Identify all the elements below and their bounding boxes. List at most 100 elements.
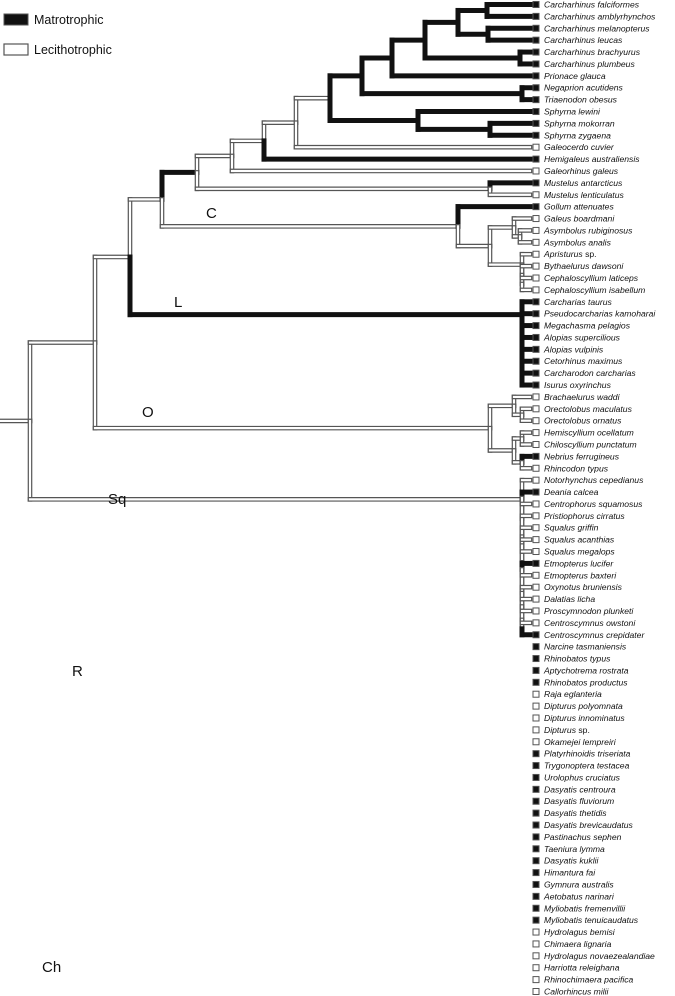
taxon-name: Dasyatis fluviorum (544, 796, 614, 806)
taxon-label: Apristurus sp. (543, 249, 597, 259)
tip-marker-lecithotrophic (532, 440, 540, 448)
taxon-name: Narcine tasmaniensis (544, 642, 627, 652)
taxon-label: Hydrolagus bemisi (544, 927, 616, 937)
taxon-label: Mustelus antarcticus (544, 178, 623, 188)
legend-swatch-matrotrophic (3, 13, 29, 26)
taxon-name: Rhinobatos typus (544, 654, 611, 664)
tip-marker-matrotrophic (532, 155, 540, 163)
tip-marker-lecithotrophic (532, 738, 540, 746)
tip-marker-lecithotrophic (532, 536, 540, 544)
tip-marker-matrotrophic (532, 108, 540, 116)
taxon-label: Pristiophorus cirratus (544, 511, 625, 521)
taxon-label: Callorhincus milii (544, 987, 610, 996)
tip-marker-lecithotrophic (532, 476, 540, 484)
taxon-suffix: sp. (583, 249, 597, 259)
taxon-name: Brachaelurus waddi (544, 392, 621, 402)
tip-marker-lecithotrophic (532, 262, 540, 270)
taxon-label: Squalus megalops (544, 547, 615, 557)
taxon-label: Carcharias taurus (544, 297, 613, 307)
tip-marker-matrotrophic (532, 773, 540, 781)
taxon-label: Orectolobus maculatus (544, 404, 633, 414)
taxon-label: Cephaloscyllium laticeps (544, 273, 639, 283)
taxon-name: Trygonoptera testacea (544, 761, 630, 771)
taxon-label: Centrophorus squamosus (544, 499, 643, 509)
taxon-name: Orectolobus maculatus (544, 404, 633, 414)
legend-label-lecithotrophic: Lecithotrophic (34, 43, 112, 57)
tip-marker-lecithotrophic (532, 393, 540, 401)
tip-marker-matrotrophic (532, 857, 540, 865)
taxon-name: Oxynotus bruniensis (544, 582, 623, 592)
taxon-name: Centroscymnus crepidater (544, 630, 645, 640)
tip-marker-lecithotrophic (532, 928, 540, 936)
taxon-name: Dasyatis centroura (544, 784, 616, 794)
taxon-name: Hemigaleus australiensis (544, 154, 640, 164)
taxon-label: Dasyatis kuklii (544, 856, 600, 866)
tip-marker-lecithotrophic (532, 286, 540, 294)
taxon-name: Dasyatis brevicaudatus (544, 820, 634, 830)
taxon-label: Hydrolagus novaezealandiae (544, 951, 655, 961)
tip-marker-lecithotrophic (532, 512, 540, 520)
taxon-name: Squalus megalops (544, 547, 615, 557)
taxon-name: Isurus oxyrinchus (544, 380, 612, 390)
taxon-label: Etmopterus lucifer (544, 558, 614, 568)
taxon-label: Triaenodon obesus (544, 95, 618, 105)
taxon-label: Dipturus innominatus (544, 713, 625, 723)
taxon-label: Centroscymnus crepidater (544, 630, 645, 640)
clade-label-o: O (142, 404, 154, 421)
taxon-name: Myliobatis fremenvillii (544, 903, 626, 913)
taxon-label: Platyrhinoidis triseriata (544, 749, 631, 759)
taxon-name: Dipturus polyomnata (544, 701, 623, 711)
taxon-name: Deania calcea (544, 487, 599, 497)
taxon-name: Carcharhinus falciformes (544, 0, 640, 10)
tip-marker-lecithotrophic (532, 952, 540, 960)
tip-marker-lecithotrophic (532, 250, 540, 258)
taxon-label: Aptychotrema rostrata (543, 665, 629, 675)
tree-branches (0, 2, 533, 638)
taxon-name: Negaprion acutidens (544, 83, 624, 93)
taxon-name: Carcharhinus brachyurus (544, 47, 641, 57)
taxon-label: Rhinobatos productus (544, 677, 628, 687)
tip-marker-matrotrophic (532, 84, 540, 92)
tip-marker-matrotrophic (532, 880, 540, 888)
tip-marker-lecithotrophic (532, 274, 540, 282)
taxon-name: Bythaelurus dawsoni (544, 261, 624, 271)
legend: Matrotrophic Lecithotrophic (3, 13, 112, 57)
taxon-name: Dasyatis thetidis (544, 808, 607, 818)
taxon-label: Pastinachus sephen (544, 832, 622, 842)
tip-marker-lecithotrophic (532, 405, 540, 413)
tip-marker-matrotrophic (532, 809, 540, 817)
taxon-label: Carcharhinus plumbeus (544, 59, 635, 69)
taxon-name: Carcharias taurus (544, 297, 613, 307)
taxon-name: Carcharhinus leucas (544, 35, 623, 45)
tip-marker-matrotrophic (532, 179, 540, 187)
tip-marker-lecithotrophic (532, 524, 540, 532)
tip-marker-lecithotrophic (532, 702, 540, 710)
taxon-label: Dasyatis brevicaudatus (544, 820, 634, 830)
taxon-name: Mustelus lenticulatus (544, 190, 624, 200)
tip-marker-matrotrophic (532, 833, 540, 841)
taxon-label: Bythaelurus dawsoni (544, 261, 624, 271)
tip-marker-matrotrophic (532, 310, 540, 318)
clade-label-r: R (72, 663, 83, 680)
tip-marker-lecithotrophic (532, 191, 540, 199)
taxon-label: Carcharhinus melanopterus (544, 23, 650, 33)
taxon-label: Rhinochimaera pacifica (544, 975, 634, 985)
taxon-label: Pseudocarcharias kamoharai (544, 309, 656, 319)
taxon-label: Gymnura australis (544, 879, 614, 889)
taxon-label: Dipturus polyomnata (544, 701, 623, 711)
tip-marker-matrotrophic (532, 916, 540, 924)
taxon-name: Sphyrna mokorran (544, 118, 615, 128)
tip-marker-matrotrophic (532, 1, 540, 8)
tip-marker-lecithotrophic (532, 571, 540, 579)
taxon-name: Platyrhinoidis triseriata (544, 749, 631, 759)
taxon-label: Squalus griffin (544, 523, 599, 533)
taxon-name: Taeniura lymma (544, 844, 605, 854)
tip-marker-matrotrophic (532, 48, 540, 56)
tip-marker-matrotrophic (532, 750, 540, 758)
taxon-label: Megachasma pelagios (544, 321, 631, 331)
tip-marker-matrotrophic (532, 119, 540, 127)
taxon-label: Raja eglanteria (544, 689, 602, 699)
taxon-name: Galeorhinus galeus (544, 166, 619, 176)
taxon-name: Rhincodon typus (544, 463, 609, 473)
